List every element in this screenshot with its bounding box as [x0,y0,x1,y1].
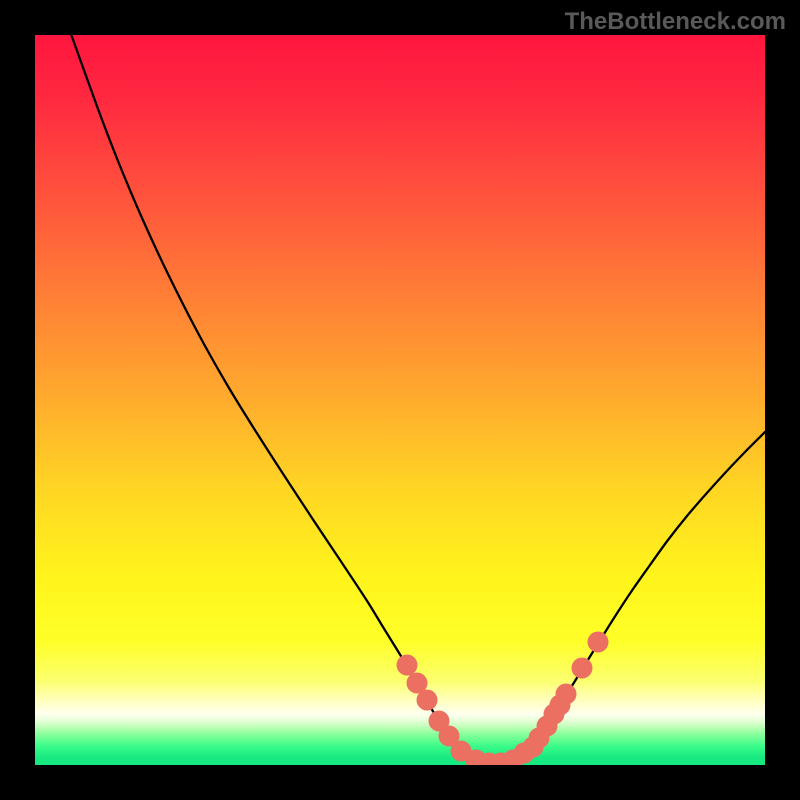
marker-right [572,658,593,679]
marker-right [588,632,609,653]
marker-left [397,655,418,676]
bottleneck-chart [0,0,800,800]
marker-bottom [514,743,535,764]
watermark-text: TheBottleneck.com [565,8,786,36]
marker-left [417,690,438,711]
